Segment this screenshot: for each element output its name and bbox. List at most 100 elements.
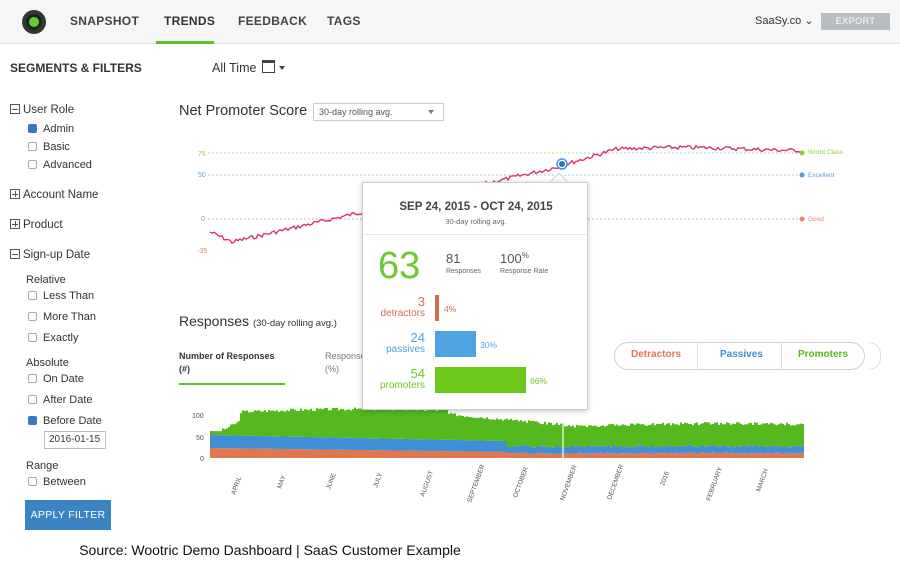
option-between[interactable]: Between: [28, 476, 86, 488]
checkbox[interactable]: [28, 374, 37, 383]
responses-bar-segment: [390, 438, 392, 451]
responses-bar-segment: [424, 450, 426, 458]
checkbox[interactable]: [28, 160, 37, 169]
expand-icon[interactable]: [10, 189, 20, 199]
checkbox[interactable]: [28, 395, 37, 404]
responses-bar-segment: [782, 423, 784, 448]
responses-bar-segment: [560, 453, 562, 458]
nps-y-tick: 50: [198, 172, 206, 179]
rolling-avg-select[interactable]: 30-day rolling avg.: [313, 103, 444, 121]
responses-bar-segment: [260, 436, 262, 449]
responses-bar-segment: [356, 409, 358, 438]
export-button[interactable]: EXPORT: [821, 13, 890, 30]
responses-bar-segment: [458, 415, 460, 440]
responses-bar-segment: [558, 453, 560, 458]
responses-bar-segment: [594, 425, 596, 447]
responses-bar-segment: [346, 449, 348, 458]
responses-bar-segment: [524, 420, 526, 445]
responses-bar-segment: [616, 454, 618, 458]
responses-bar-segment: [412, 439, 414, 451]
responses-bar-segment: [686, 452, 688, 458]
option-advanced[interactable]: Advanced: [28, 159, 92, 171]
responses-bar-segment: [288, 436, 290, 450]
responses-bar-segment: [574, 446, 576, 453]
responses-bar-segment: [378, 409, 380, 439]
option-on-date[interactable]: On Date: [28, 373, 84, 385]
apply-filter-button[interactable]: APPLY FILTER: [25, 500, 111, 530]
promoters-bar: [435, 367, 526, 393]
segment-passives[interactable]: Passives: [720, 349, 763, 360]
option-before-date[interactable]: Before Date: [28, 415, 102, 427]
responses-bar-segment: [474, 440, 476, 452]
checkbox[interactable]: [28, 477, 37, 486]
responses-bar-segment: [614, 453, 616, 458]
option-more-than[interactable]: More Than: [28, 311, 96, 323]
responses-bar-segment: [282, 436, 284, 449]
responses-bar-segment: [656, 453, 658, 458]
responses-bar-segment: [554, 453, 556, 458]
option-exactly[interactable]: Exactly: [28, 332, 78, 344]
calendar-icon[interactable]: [262, 60, 275, 73]
nav-trends[interactable]: TRENDS: [164, 14, 216, 28]
responses-bar-segment: [210, 448, 212, 458]
responses-bar-segment: [462, 416, 464, 441]
option-basic[interactable]: Basic: [28, 141, 70, 153]
option-after-date[interactable]: After Date: [28, 394, 93, 406]
responses-bar-segment: [572, 425, 574, 446]
filter-group-signup-date[interactable]: Sign-up Date: [10, 249, 90, 261]
nav-snapshot[interactable]: SNAPSHOT: [70, 14, 140, 28]
tab-responses-percent[interactable]: Responses (%): [325, 350, 370, 376]
responses-bar-segment: [322, 437, 324, 450]
responses-bar-segment: [478, 451, 480, 458]
responses-bar-segment: [496, 418, 498, 441]
caret-down-icon[interactable]: [279, 66, 285, 70]
responses-bar-segment: [628, 425, 630, 447]
tab-number-of-responses[interactable]: Number of Responses (#): [179, 350, 275, 376]
responses-bar-segment: [658, 452, 660, 458]
responses-bar-segment: [258, 448, 260, 458]
responses-bar-segment: [662, 453, 664, 458]
responses-bar-segment: [680, 446, 682, 454]
filter-group-user-role[interactable]: User Role: [10, 104, 74, 116]
filter-group-account-name[interactable]: Account Name: [10, 189, 98, 201]
segment-promoters[interactable]: Promoters: [798, 349, 849, 360]
responses-bar-segment: [764, 446, 766, 453]
expand-icon[interactable]: [10, 219, 20, 229]
checkbox[interactable]: [28, 142, 37, 151]
responses-bar-segment: [670, 445, 672, 453]
source-caption: Source: Wootric Demo Dashboard | SaaS Cu…: [79, 542, 461, 558]
responses-bar-segment: [672, 453, 674, 458]
responses-bar-segment: [286, 449, 288, 458]
option-admin[interactable]: Admin: [28, 123, 74, 135]
company-menu[interactable]: SaaSy.co ⌄: [755, 14, 814, 27]
collapse-icon[interactable]: [10, 249, 20, 259]
checkbox-checked[interactable]: [28, 124, 37, 133]
option-label: Before Date: [43, 415, 102, 427]
responses-bar-segment: [538, 422, 540, 447]
before-date-input[interactable]: 2016-01-15: [44, 431, 106, 449]
checkbox-checked[interactable]: [28, 416, 37, 425]
nav-feedback[interactable]: FEEDBACK: [238, 14, 308, 28]
responses-bar-segment: [412, 408, 414, 440]
segment-detractors[interactable]: Detractors: [631, 349, 682, 360]
responses-bar-segment: [482, 418, 484, 441]
option-less-than[interactable]: Less Than: [28, 290, 94, 302]
responses-bar-segment: [660, 445, 662, 453]
responses-bar-segment: [670, 452, 672, 458]
responses-bar-segment: [312, 437, 314, 450]
responses-bar-segment: [626, 447, 628, 454]
responses-bar-segment: [262, 411, 264, 436]
checkbox[interactable]: [28, 291, 37, 300]
responses-bar-segment: [402, 409, 404, 439]
date-range-label[interactable]: All Time: [212, 61, 257, 75]
wootric-logo-icon[interactable]: [22, 10, 46, 34]
checkbox[interactable]: [28, 312, 37, 321]
responses-bar-segment: [258, 436, 260, 449]
collapse-icon[interactable]: [10, 104, 20, 114]
responses-bar-segment: [720, 445, 722, 453]
checkbox[interactable]: [28, 333, 37, 342]
responses-bar-segment: [348, 409, 350, 438]
filter-group-product[interactable]: Product: [10, 219, 63, 231]
responses-bar-segment: [652, 446, 654, 454]
nav-tags[interactable]: TAGS: [327, 14, 361, 28]
